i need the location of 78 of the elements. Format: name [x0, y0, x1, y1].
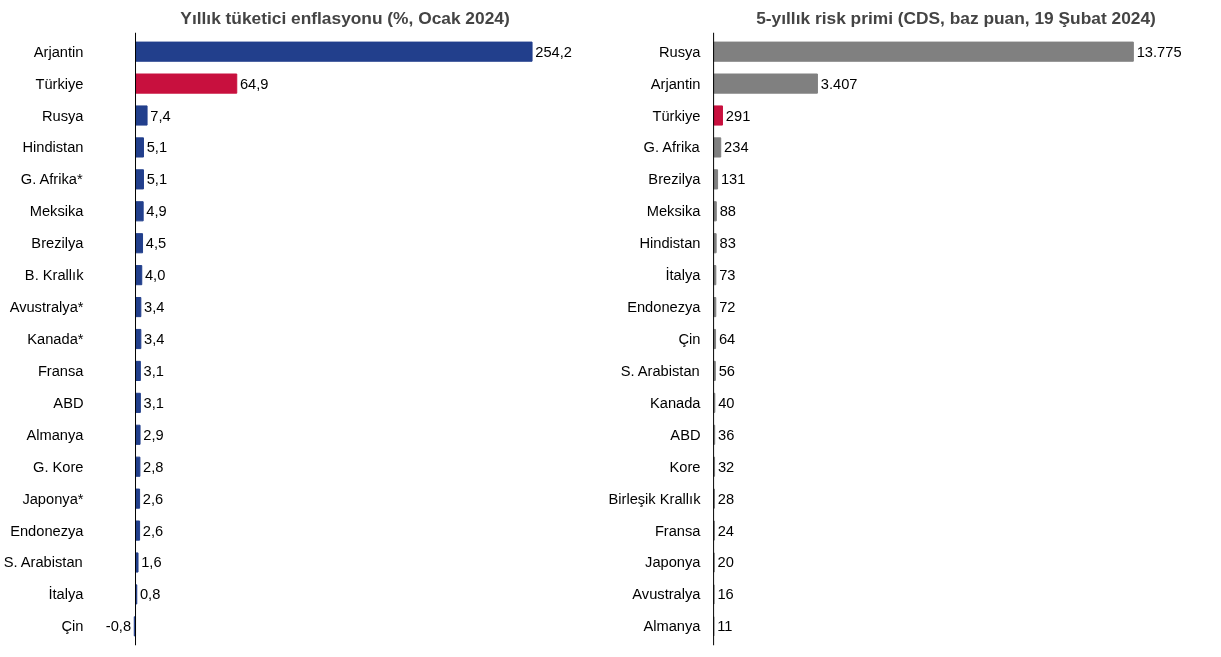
data-label: 73	[719, 267, 736, 284]
y-tick-label: Meksika	[29, 203, 85, 220]
y-tick-label: Meksika	[646, 203, 702, 220]
y-tick-label: Brezilya	[648, 171, 702, 188]
data-label: 131	[720, 171, 746, 188]
data-label: 72	[719, 299, 736, 316]
y-tick-label: Endonezya	[627, 299, 702, 316]
data-label: 36	[718, 426, 735, 443]
data-label: 11	[717, 618, 733, 635]
y-tick-label: Japonya	[645, 554, 702, 571]
chart-title: 5-yıllık risk primi (CDS, baz puan, 19 Şubat 2024)	[756, 7, 1156, 28]
data-label: 291	[725, 107, 751, 124]
y-tick-label: G. Afrika*	[20, 171, 83, 188]
data-label: 2,9	[143, 426, 164, 443]
data-label: 32	[717, 458, 735, 475]
data-label: 3,1	[143, 394, 164, 411]
y-tick-label: Almanya	[26, 426, 85, 443]
y-tick-label: G. Kore	[33, 458, 84, 475]
y-tick-label: Kanada	[649, 394, 702, 411]
y-tick-label: ABD	[53, 394, 84, 411]
data-label: 4,0	[144, 267, 166, 284]
data-label: 5,1	[146, 139, 168, 156]
data-label: 24	[717, 522, 734, 539]
y-tick-label: B. Krallık	[24, 267, 85, 284]
y-tick-label: Kore	[669, 458, 701, 475]
y-tick-label: Japonya*	[22, 490, 84, 507]
data-label: 7,4	[150, 107, 171, 124]
y-tick-label: Brezilya	[31, 235, 85, 252]
y-tick-label: Türkiye	[652, 107, 701, 124]
data-label: 4,5	[145, 235, 167, 252]
y-tick-label: Rusya	[41, 107, 85, 124]
data-label: 2,6	[142, 490, 164, 507]
y-tick-label: Arjantin	[33, 43, 84, 60]
data-label: 3,1	[143, 362, 164, 379]
data-label: 3,4	[144, 299, 165, 316]
y-tick-label: S. Arabistan	[3, 554, 83, 571]
y-tick-label: Rusya	[658, 43, 702, 60]
y-tick-label: Avustralya	[632, 586, 702, 603]
y-tick-label: Fransa	[654, 522, 702, 539]
data-label: 13.775	[1136, 43, 1182, 60]
data-label: 3.407	[820, 75, 858, 92]
y-tick-label: Hindistan	[639, 235, 701, 252]
y-tick-label: S. Arabistan	[620, 362, 700, 379]
y-tick-label: İtalya	[48, 585, 85, 603]
data-label: 2,8	[143, 458, 164, 475]
data-label: 20	[717, 554, 734, 571]
y-tick-label: Endonezya	[10, 522, 85, 539]
y-tick-label: Almanya	[643, 618, 702, 635]
data-label: 0,8	[139, 586, 161, 603]
data-label: 5,1	[146, 171, 168, 188]
data-label: 3,4	[144, 331, 165, 347]
data-label: 4,9	[146, 203, 167, 220]
y-tick-label: G. Afrika	[643, 139, 701, 156]
data-label: 64,9	[239, 75, 269, 92]
y-tick-label: ABD	[670, 426, 701, 443]
y-tick-label: Çin	[61, 618, 84, 635]
y-tick-label: Hindistan	[22, 139, 84, 156]
data-label: 64	[718, 331, 736, 347]
y-tick-label: Birleşik Krallık	[608, 490, 702, 507]
data-label: 56	[718, 362, 735, 379]
data-label: -0,8	[105, 618, 132, 635]
y-tick-label: Çin	[678, 331, 701, 347]
y-tick-label: İtalya	[665, 266, 702, 284]
y-tick-label: Arjantin	[650, 75, 701, 92]
chart-title: Yıllık tüketici enflasyonu (%, Ocak 2024)	[180, 7, 510, 28]
y-tick-label: Türkiye	[35, 75, 84, 92]
data-label: 2,6	[142, 522, 164, 539]
data-label: 88	[719, 203, 736, 220]
y-tick-label: Fransa	[37, 362, 85, 379]
data-label: 1,6	[141, 554, 162, 571]
data-label: 28	[717, 490, 735, 507]
data-label: 16	[717, 586, 734, 603]
data-label: 254,2	[535, 43, 572, 60]
data-label: 234	[724, 139, 749, 156]
data-label: 40	[718, 394, 735, 411]
data-label: 83	[719, 235, 736, 252]
y-tick-label: Kanada*	[27, 331, 84, 347]
y-tick-label: Avustralya*	[9, 299, 84, 316]
